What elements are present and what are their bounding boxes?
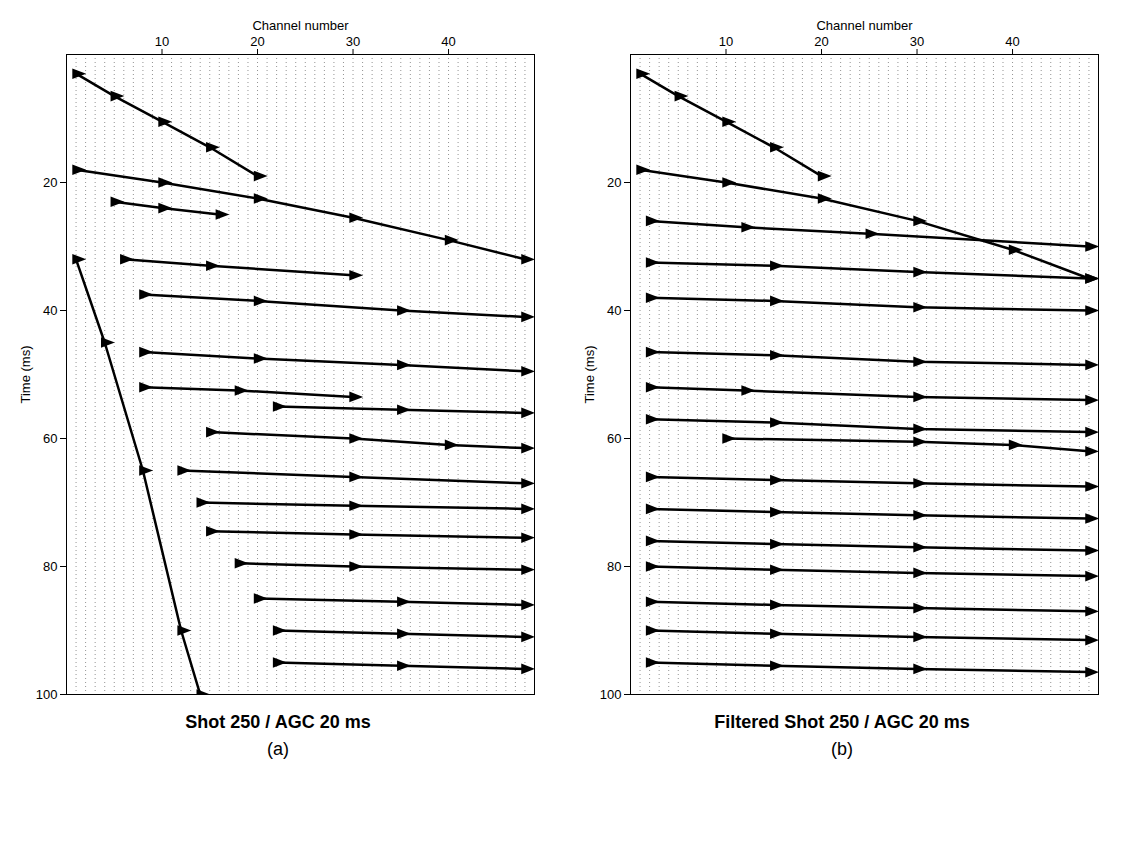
svg-text:Time (ms): Time (ms): [582, 345, 597, 403]
html-text:(b): (b): [831, 739, 853, 759]
html-text:Filtered Shot 250 / AGC 20 ms: Filtered Shot 250 / AGC 20 ms: [714, 712, 970, 732]
svg-text:30: 30: [346, 34, 360, 49]
svg-text:80: 80: [607, 559, 621, 574]
svg-text:100: 100: [600, 687, 622, 702]
svg-text:20: 20: [250, 34, 264, 49]
svg-text:30: 30: [910, 34, 924, 49]
svg-text:Channel number: Channel number: [816, 18, 913, 33]
html-text:Shot 250 / AGC 20 ms: Shot 250 / AGC 20 ms: [185, 712, 371, 732]
svg-text:80: 80: [43, 559, 57, 574]
svg-text:60: 60: [43, 431, 57, 446]
svg-text:20: 20: [607, 175, 621, 190]
svg-text:100: 100: [36, 687, 58, 702]
svg-text:40: 40: [43, 303, 57, 318]
svg-text:60: 60: [607, 431, 621, 446]
svg-text:10: 10: [719, 34, 733, 49]
svg-text:Channel number: Channel number: [252, 18, 349, 33]
svg-text:Time (ms): Time (ms): [18, 345, 33, 403]
svg-text:40: 40: [441, 34, 455, 49]
svg-text:40: 40: [607, 303, 621, 318]
svg-text:40: 40: [1005, 34, 1019, 49]
svg-text:10: 10: [155, 34, 169, 49]
svg-text:20: 20: [814, 34, 828, 49]
html-text:(a): (a): [267, 739, 289, 759]
svg-text:20: 20: [43, 175, 57, 190]
